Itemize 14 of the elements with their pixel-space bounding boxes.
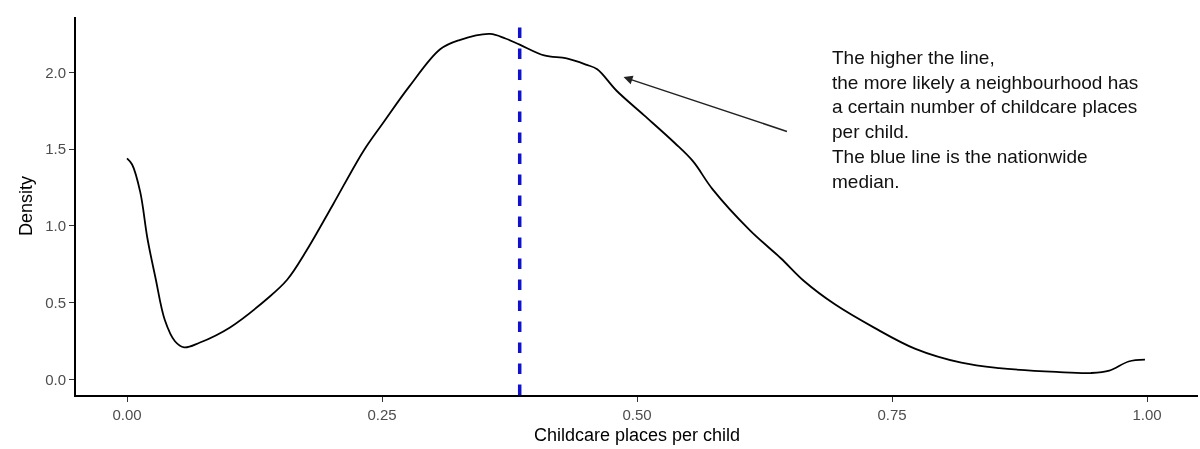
x-axis-title: Childcare places per child bbox=[533, 424, 741, 445]
x-tick-label: 0.00 bbox=[112, 406, 142, 423]
x-tick-label: 1.00 bbox=[1132, 406, 1162, 423]
x-tick-label: 0.25 bbox=[367, 406, 397, 423]
line-series bbox=[126, 33, 1146, 375]
x-tick-label: 0.50 bbox=[622, 406, 652, 423]
y-tick-label: 2.0 bbox=[45, 63, 66, 81]
x-tick-label: 0.75 bbox=[877, 406, 907, 423]
y-axis-title: Density bbox=[15, 175, 36, 237]
y-tick-label: 1.0 bbox=[45, 217, 66, 235]
y-tick-label: 1.5 bbox=[45, 140, 66, 158]
annotation: The higher the line, the more likely a neighbourhood has a certain number of childcare places per child. The blue line is the nationwide median. bbox=[832, 47, 1139, 192]
y-tick-label: 0.0 bbox=[45, 370, 66, 388]
y-tick-label: 0.5 bbox=[45, 294, 66, 312]
